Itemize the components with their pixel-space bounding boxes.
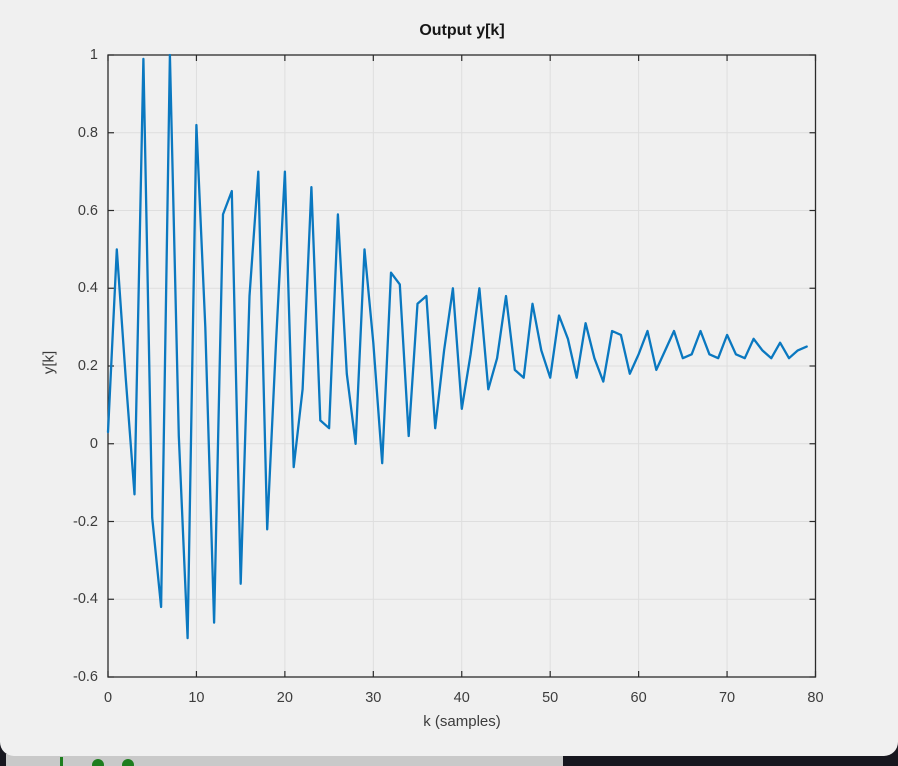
y-tick-label: -0.6	[73, 669, 98, 685]
x-tick-label: 0	[103, 690, 113, 706]
plot-area[interactable]	[0, 0, 898, 750]
y-tick-label: 1	[89, 47, 98, 63]
x-tick-label: 40	[453, 690, 470, 706]
y-tick-label: 0.2	[77, 358, 98, 374]
chart-title: Output y[k]	[419, 22, 505, 39]
x-tick-label: 10	[188, 690, 205, 706]
clipped-green-text-cursor	[60, 757, 63, 766]
y-tick-label: -0.4	[73, 591, 98, 608]
y-tick-label: 0	[89, 435, 98, 452]
y-tick-label: 0.8	[77, 124, 98, 141]
x-tick-label: 50	[542, 690, 559, 706]
x-tick-label: 60	[630, 690, 647, 706]
y-tick-label: -0.2	[73, 513, 98, 530]
background-terminal-strip	[6, 754, 563, 766]
x-tick-label: 30	[365, 690, 382, 706]
y-tick-label: 0.6	[77, 202, 98, 219]
clipped-green-text-glyph	[122, 759, 134, 766]
response-line	[106, 53, 808, 640]
x-tick-label: 20	[276, 690, 293, 706]
y-tick-label: 0.4	[77, 280, 98, 297]
x-axis-label: k (samples)	[423, 713, 501, 730]
clipped-green-text-glyph	[92, 759, 104, 766]
x-tick-label: 80	[807, 690, 824, 706]
x-tick-label: 70	[718, 690, 736, 706]
